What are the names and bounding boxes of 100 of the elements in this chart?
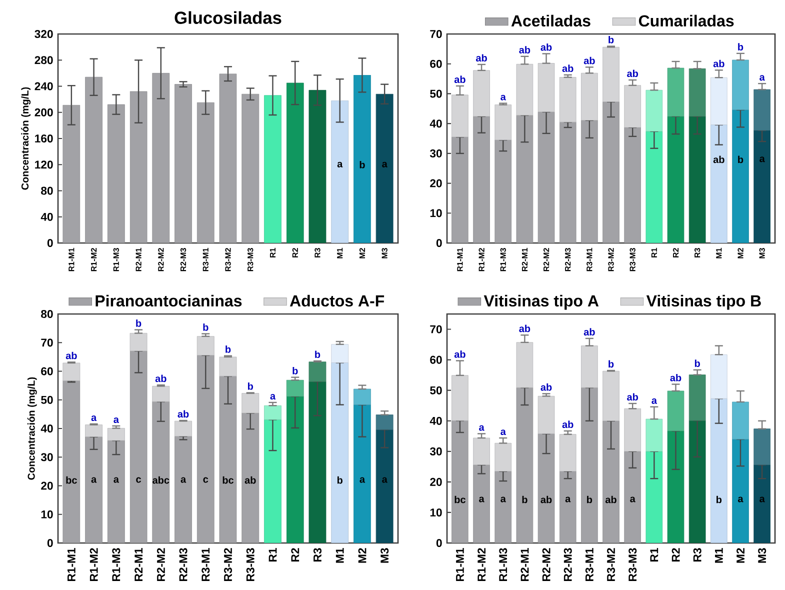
y-tick-label: 120 — [35, 160, 53, 169]
y-tick-label: 10 — [430, 508, 442, 516]
data-label: bc — [66, 476, 77, 484]
x-tick-label: R3-M1 — [586, 248, 592, 272]
data-label: a — [91, 416, 97, 421]
y-tick-label: 40 — [430, 416, 442, 425]
x-tick-label: R1-M2 — [90, 548, 98, 581]
y-tick-label: 60 — [430, 356, 442, 364]
y-tick-label: 20 — [430, 179, 442, 188]
data-label: a — [565, 496, 571, 502]
x-tick-label: M2 — [359, 248, 366, 258]
x-tick-label: M3 — [758, 548, 766, 563]
legend-label: Piranoantocianinas — [96, 294, 242, 307]
data-label: ab — [178, 410, 189, 418]
x-tick-label: R1-M3 — [112, 548, 120, 581]
x-tick-label: R1-M1 — [456, 548, 464, 581]
x-tick-label: R1 — [650, 548, 658, 562]
x-tick-label: R1-M1 — [68, 548, 76, 581]
data-label: a — [114, 418, 120, 424]
x-tick-label: M3 — [380, 548, 389, 563]
data-label: ab — [670, 374, 682, 382]
data-label: a — [114, 477, 120, 483]
data-label: ab — [584, 56, 595, 64]
data-label: ab — [66, 352, 77, 360]
data-label: a — [760, 496, 765, 502]
data-label: ab — [540, 383, 552, 391]
x-tick-label: R1-M3 — [499, 548, 508, 581]
x-tick-label: R1-M3 — [113, 248, 119, 272]
data-label: bc — [454, 496, 466, 504]
x-tick-label: R2-M2 — [542, 548, 550, 581]
x-tick-label: R2-M2 — [158, 248, 164, 272]
y-tick-label: 10 — [430, 209, 442, 218]
y-tick-label: 20 — [41, 482, 53, 490]
x-tick-label: R3-M3 — [628, 548, 637, 581]
x-tick-label: R3-M2 — [225, 248, 231, 272]
x-tick-label: R2 — [292, 248, 298, 258]
data-label: a — [738, 496, 744, 502]
data-label: b — [337, 476, 342, 484]
data-label: c — [203, 477, 208, 483]
data-label: b — [292, 367, 298, 374]
data-label: ab — [605, 496, 616, 504]
x-tick-label: M1 — [336, 548, 344, 563]
x-tick-label: R3-M2 — [224, 548, 232, 581]
x-tick-label: R3 — [314, 248, 320, 258]
y-axis-title: Concentración (mg/L) — [27, 377, 37, 480]
data-label: ab — [540, 496, 552, 504]
x-tick-label: R1-M1 — [68, 248, 74, 272]
data-label: bc — [222, 476, 234, 484]
x-tick-label: R3-M1 — [202, 548, 210, 581]
y-tick-label: 70 — [430, 30, 442, 38]
x-tick-label: M2 — [736, 548, 744, 563]
x-tick-label: R3-M2 — [608, 248, 614, 272]
x-tick-label: R1-M1 — [457, 248, 463, 272]
x-tick-label: M1 — [337, 248, 343, 258]
data-label: ab — [454, 350, 466, 358]
x-tick-label: R2-M3 — [565, 248, 571, 272]
y-tick-label: 50 — [41, 396, 53, 404]
data-label: ab — [713, 156, 724, 164]
x-tick-label: R3-M2 — [606, 548, 616, 581]
data-label: a — [479, 496, 484, 502]
data-label: b — [360, 160, 365, 168]
y-tick-label: 80 — [41, 186, 53, 195]
chart-title: Glucosiladas — [174, 11, 282, 24]
x-tick-label: R2-M3 — [564, 548, 572, 581]
x-tick-label: R1-M3 — [500, 248, 506, 272]
data-label: ab — [540, 43, 552, 51]
x-tick-label: R2 — [672, 548, 680, 562]
data-label: ab — [584, 328, 595, 336]
x-tick-label: M3 — [382, 248, 388, 258]
y-tick-label: 320 — [34, 30, 53, 38]
data-label: b — [136, 319, 142, 327]
legend-label: Vitisinas tipo B — [646, 294, 761, 310]
x-tick-label: R1 — [651, 248, 657, 258]
data-label: b — [203, 323, 208, 331]
y-tick-label: 200 — [34, 108, 53, 116]
x-tick-label: R3-M3 — [246, 548, 254, 581]
legend-label: Acetiladas — [511, 14, 590, 27]
x-tick-label: M2 — [738, 248, 744, 258]
y-tick-label: 0 — [47, 238, 53, 248]
data-label: a — [382, 477, 388, 483]
y-tick-label: 40 — [40, 212, 53, 221]
y-tick-label: 60 — [41, 367, 53, 376]
x-tick-label: R2-M3 — [180, 248, 186, 272]
x-tick-label: M1 — [715, 548, 723, 563]
data-label: ab — [454, 76, 466, 84]
data-label: b — [587, 496, 592, 504]
x-tick-label: R3 — [313, 548, 322, 562]
y-tick-label: 160 — [35, 134, 53, 143]
data-label: a — [180, 477, 186, 483]
data-label: a — [630, 496, 636, 502]
data-label: a — [500, 94, 506, 100]
y-tick-label: 50 — [430, 90, 442, 98]
x-tick-label: R3 — [694, 248, 700, 258]
data-label: b — [694, 360, 700, 367]
y-tick-label: 280 — [34, 56, 53, 64]
x-tick-label: R1 — [268, 548, 277, 562]
data-label: ab — [562, 420, 574, 428]
x-tick-label: R2-M3 — [179, 548, 188, 581]
y-tick-label: 240 — [34, 82, 53, 90]
data-label: a — [760, 75, 765, 81]
